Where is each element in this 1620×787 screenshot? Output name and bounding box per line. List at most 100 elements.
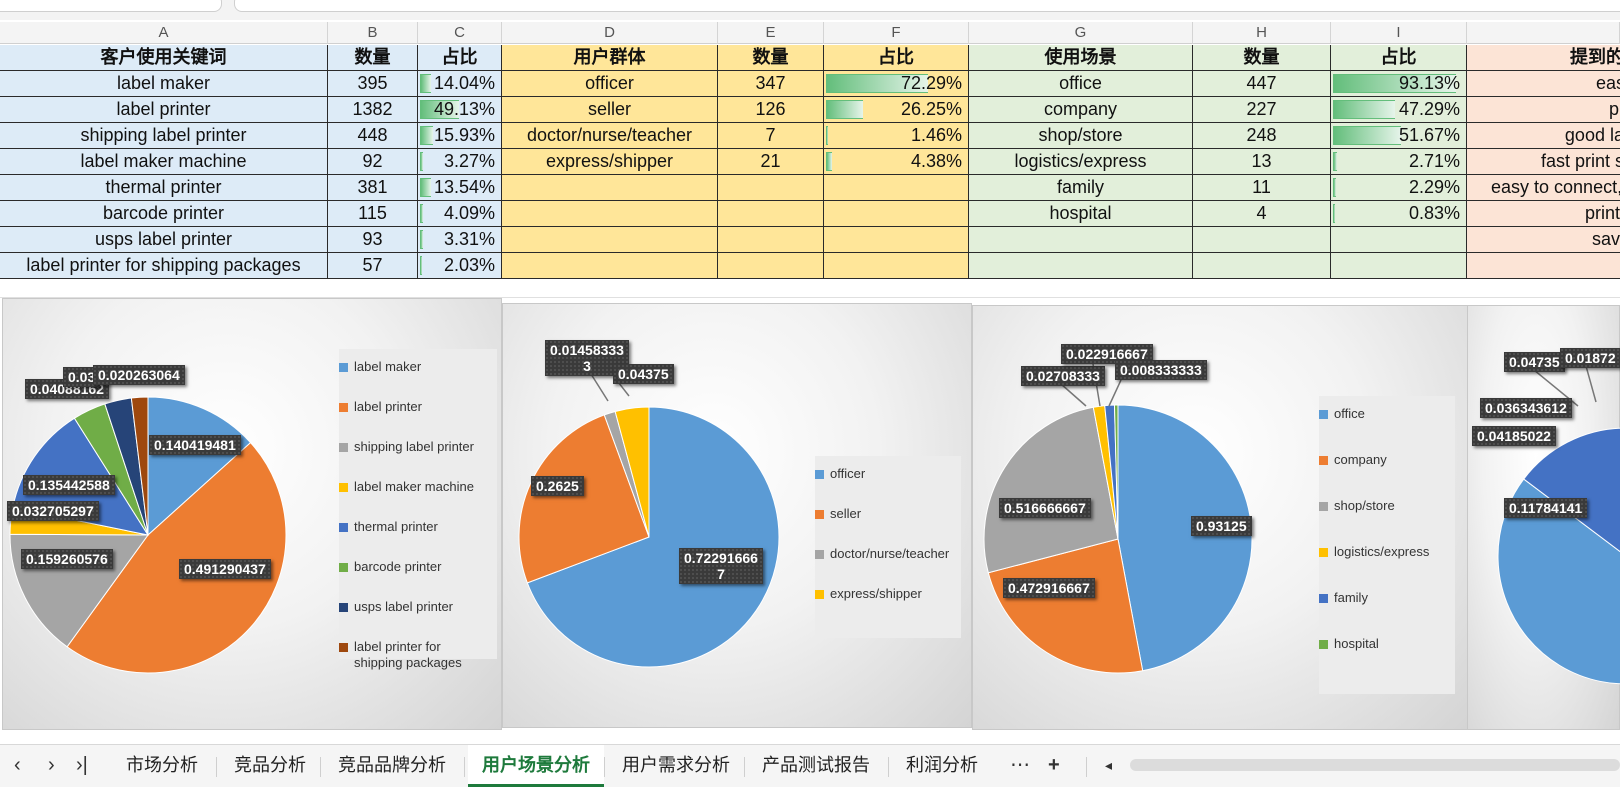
- t3-share-cell[interactable]: 93.13%: [1331, 71, 1467, 97]
- t1-keyword-cell[interactable]: label printer for shipping packages: [0, 253, 328, 279]
- t2-count-cell[interactable]: 7: [718, 123, 824, 149]
- data-label[interactable]: 0.11784141: [1504, 498, 1588, 518]
- t1-keyword-cell[interactable]: label maker machine: [0, 149, 328, 175]
- chart-legend[interactable]: label maker label printer shipping label p…: [339, 349, 497, 670]
- t3-count-cell[interactable]: 227: [1193, 97, 1331, 123]
- t3-scene-cell[interactable]: office: [969, 71, 1193, 97]
- sheet-tab[interactable]: 竞品品牌分析: [338, 755, 446, 775]
- chart-legend[interactable]: office company shop/store logistics/express…: [1319, 396, 1455, 694]
- data-label[interactable]: 0.032705297: [7, 501, 99, 521]
- t3-scene-cell[interactable]: company: [969, 97, 1193, 123]
- data-label[interactable]: 0.93125: [1191, 516, 1252, 536]
- t1-count-cell[interactable]: 395: [328, 71, 418, 97]
- column-header-d[interactable]: D: [502, 22, 718, 44]
- legend-item[interactable]: officer: [815, 466, 956, 482]
- t3-share-cell[interactable]: 47.29%: [1331, 97, 1467, 123]
- t2-group-cell[interactable]: officer: [502, 71, 718, 97]
- name-box[interactable]: [0, 0, 222, 12]
- data-label[interactable]: 0.04375: [613, 364, 674, 384]
- t2-group-cell[interactable]: express/shipper: [502, 149, 718, 175]
- t3-count-cell[interactable]: 248: [1193, 123, 1331, 149]
- data-label[interactable]: 0.2625: [531, 476, 584, 496]
- sheet-tab[interactable]: 竞品分析: [234, 755, 306, 775]
- column-header-h[interactable]: H: [1193, 22, 1331, 44]
- data-label[interactable]: 0.516666667: [999, 498, 1091, 518]
- t3-scene-cell[interactable]: [969, 227, 1193, 253]
- t2-group-cell[interactable]: [502, 253, 718, 279]
- legend-item[interactable]: label maker machine: [339, 479, 492, 495]
- t1-share-cell[interactable]: 3.27%: [418, 149, 502, 175]
- t4-feature-cell[interactable]: saving: [1467, 227, 1620, 253]
- pie-chart-user-groups[interactable]: officer seller doctor/nurse/teacher express…: [502, 303, 972, 728]
- pie-chart-features[interactable]: 0.04735 0.01872 0.036343612 0.04185022 0.117…: [1467, 305, 1620, 730]
- data-label[interactable]: 0.022916667: [1061, 344, 1153, 364]
- legend-item[interactable]: seller: [815, 506, 956, 522]
- more-sheets-button[interactable]: ⋯: [1010, 754, 1030, 776]
- data-label[interactable]: 0.140419481: [149, 435, 241, 455]
- pie-chart-keywords[interactable]: label maker label printer shipping label p…: [2, 298, 502, 730]
- t3-share-cell[interactable]: [1331, 253, 1467, 279]
- chart-legend[interactable]: officer seller doctor/nurse/teacher express…: [815, 456, 961, 638]
- legend-item[interactable]: family: [1319, 590, 1450, 606]
- legend-item[interactable]: thermal printer: [339, 519, 492, 535]
- t3-share-cell[interactable]: 0.83%: [1331, 201, 1467, 227]
- column-header-g[interactable]: G: [969, 22, 1193, 44]
- column-header-f[interactable]: F: [824, 22, 969, 44]
- data-label[interactable]: 0.135442588: [23, 475, 115, 495]
- pie-slice[interactable]: [147, 396, 252, 537]
- legend-item[interactable]: barcode printer: [339, 559, 492, 575]
- t1-count-cell[interactable]: 1382: [328, 97, 418, 123]
- t4-feature-cell[interactable]: easy to connect, go: [1467, 175, 1620, 201]
- pie-slice[interactable]: [614, 406, 650, 538]
- t1-count-cell[interactable]: 448: [328, 123, 418, 149]
- t3-scene-cell[interactable]: shop/store: [969, 123, 1193, 149]
- next-sheet-icon[interactable]: ›: [48, 754, 55, 776]
- t1-keyword-cell[interactable]: shipping label printer: [0, 123, 328, 149]
- scroll-left-icon[interactable]: ◂: [1105, 757, 1113, 773]
- t3-count-cell[interactable]: [1193, 253, 1331, 279]
- column-header-c[interactable]: C: [418, 22, 502, 44]
- legend-item[interactable]: usps label printer: [339, 599, 492, 615]
- horizontal-scrollbar[interactable]: [1130, 759, 1620, 771]
- column-header-j[interactable]: J: [1467, 22, 1620, 44]
- legend-item[interactable]: company: [1319, 452, 1450, 468]
- legend-item[interactable]: shipping label printer: [339, 439, 492, 455]
- legend-item[interactable]: office: [1319, 406, 1450, 422]
- pie-slice[interactable]: [66, 441, 287, 674]
- last-sheet-icon[interactable]: ›|: [76, 754, 88, 776]
- sheet-tab[interactable]: 用户场景分析: [468, 745, 604, 787]
- pie-slice[interactable]: [987, 538, 1144, 674]
- t2-share-cell[interactable]: 72.29%: [824, 71, 969, 97]
- column-header-a[interactable]: A: [0, 22, 328, 44]
- t2-count-cell[interactable]: 347: [718, 71, 824, 97]
- t1-keyword-cell[interactable]: label maker: [0, 71, 328, 97]
- legend-item[interactable]: logistics/express: [1319, 544, 1450, 560]
- pie-chart-usage-scenes[interactable]: office company shop/store logistics/express…: [972, 305, 1468, 730]
- pie-slice[interactable]: [1497, 478, 1620, 685]
- data-label[interactable]: 0.036343612: [1480, 398, 1572, 418]
- t1-keyword-cell[interactable]: usps label printer: [0, 227, 328, 253]
- t1-count-cell[interactable]: 92: [328, 149, 418, 175]
- t2-count-cell[interactable]: 21: [718, 149, 824, 175]
- t1-share-cell[interactable]: 49.13%: [418, 97, 502, 123]
- data-label[interactable]: 0.159260576: [21, 549, 113, 569]
- t2-share-cell[interactable]: 26.25%: [824, 97, 969, 123]
- t4-feature-cell[interactable]: [1467, 253, 1620, 279]
- data-label[interactable]: 0.008333333: [1115, 360, 1207, 380]
- t3-share-cell[interactable]: [1331, 227, 1467, 253]
- t2-count-cell[interactable]: [718, 201, 824, 227]
- t1-count-cell[interactable]: 381: [328, 175, 418, 201]
- column-header-b[interactable]: B: [328, 22, 418, 44]
- t2-share-cell[interactable]: 4.38%: [824, 149, 969, 175]
- t2-share-cell[interactable]: [824, 175, 969, 201]
- t2-share-cell[interactable]: [824, 227, 969, 253]
- t4-feature-cell[interactable]: print: [1467, 97, 1620, 123]
- legend-item[interactable]: label printer: [339, 399, 492, 415]
- t1-count-cell[interactable]: 57: [328, 253, 418, 279]
- t4-feature-cell[interactable]: easy t: [1467, 71, 1620, 97]
- pie-slice[interactable]: [130, 396, 149, 536]
- t3-scene-cell[interactable]: family: [969, 175, 1193, 201]
- legend-item[interactable]: hospital: [1319, 636, 1450, 652]
- t1-share-cell[interactable]: 4.09%: [418, 201, 502, 227]
- t2-group-cell[interactable]: [502, 201, 718, 227]
